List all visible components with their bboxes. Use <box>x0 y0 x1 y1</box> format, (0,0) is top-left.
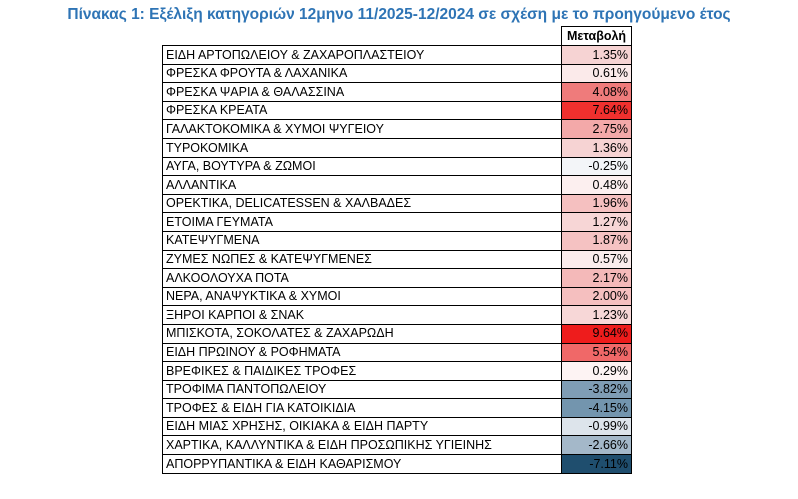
category-cell: ΑΛΛΑΝΤΙΚΑ <box>162 175 562 195</box>
category-cell: ΕΙΔΗ ΑΡΤΟΠΩΛΕΙΟΥ & ΖΑΧΑΡΟΠΛΑΣΤΕΙΟΥ <box>162 45 562 65</box>
category-cell: ΦΡΕΣΚΑ ΦΡΟΥΤΑ & ΛΑΧΑΝΙΚΑ <box>162 63 562 84</box>
change-cell: 2.17% <box>561 268 632 288</box>
change-cell: -3.82% <box>561 379 632 400</box>
change-cell: 0.48% <box>561 175 632 195</box>
change-cell: 0.57% <box>561 249 632 270</box>
change-cell: -2.66% <box>561 435 632 456</box>
table-row: ΦΡΕΣΚΑ ΚΡΕΑΤΑ 7.64% <box>162 100 632 121</box>
table-row: ΟΡΕΚΤΙΚΑ, DELICATESSEN & ΧΑΛΒΑΔΕΣ 1.96% <box>162 193 632 214</box>
change-cell: 4.08% <box>561 82 632 102</box>
table-row: ΖΥΜΕΣ ΝΩΠΕΣ & ΚΑΤΕΨΥΓΜΕΝΕΣ 0.57% <box>162 249 632 270</box>
change-cell: 2.75% <box>561 119 632 139</box>
table-row: ΒΡΕΦΙΚΕΣ & ΠΑΙΔΙΚΕΣ ΤΡΟΦΕΣ 0.29% <box>162 361 632 381</box>
category-cell: ΒΡΕΦΙΚΕΣ & ΠΑΙΔΙΚΕΣ ΤΡΟΦΕΣ <box>162 361 562 381</box>
table-row: ΓΑΛΑΚΤΟΚΟΜΙΚΑ & ΧΥΜΟΙ ΨΥΓΕΙΟΥ 2.75% <box>162 119 632 139</box>
category-cell: ΚΑΤΕΨΥΓΜΕΝΑ <box>162 230 562 251</box>
change-cell: -0.25% <box>561 156 632 177</box>
table-row: ΕΙΔΗ ΜΙΑΣ ΧΡΗΣΗΣ, ΟΙΚΙΑΚΑ & ΕΙΔΗ ΠΑΡΤΥ -0… <box>162 416 632 437</box>
table-row: ΑΛΛΑΝΤΙΚΑ 0.48% <box>162 175 632 195</box>
change-cell: 7.64% <box>561 100 632 121</box>
category-cell: ΓΑΛΑΚΤΟΚΟΜΙΚΑ & ΧΥΜΟΙ ΨΥΓΕΙΟΥ <box>162 119 562 139</box>
change-cell: 1.23% <box>561 305 632 325</box>
change-cell: 1.27% <box>561 212 632 232</box>
header-cell: Μεταβολή <box>561 26 632 46</box>
table-row: ΕΤΟΙΜΑ ΓΕΥΜΑΤΑ 1.27% <box>162 212 632 232</box>
table-row: ΕΙΔΗ ΠΡΩΙΝΟΥ & ΡΟΦΗΜΑΤΑ 5.54% <box>162 342 632 363</box>
table-row: ΕΙΔΗ ΑΡΤΟΠΩΛΕΙΟΥ & ΖΑΧΑΡΟΠΛΑΣΤΕΙΟΥ 1.35% <box>162 45 632 65</box>
table-row: ΝΕΡΑ, ΑΝΑΨΥΚΤΙΚΑ & ΧΥΜΟΙ 2.00% <box>162 286 632 307</box>
category-cell: ΕΙΔΗ ΜΙΑΣ ΧΡΗΣΗΣ, ΟΙΚΙΑΚΑ & ΕΙΔΗ ΠΑΡΤΥ <box>162 416 562 437</box>
category-cell: ΕΤΟΙΜΑ ΓΕΥΜΑΤΑ <box>162 212 562 232</box>
change-cell: 5.54% <box>561 342 632 363</box>
category-cell: ΑΥΓΑ, ΒΟΥΤΥΡΑ & ΖΩΜΟΙ <box>162 156 562 177</box>
table-row: ΑΛΚΟΟΛΟΥΧΑ ΠΟΤΑ 2.17% <box>162 268 632 288</box>
table: Μεταβολή ΕΙΔΗ ΑΡΤΟΠΩΛΕΙΟΥ & ΖΑΧΑΡΟΠΛΑΣΤΕ… <box>162 26 632 474</box>
change-cell: 2.00% <box>561 286 632 307</box>
category-cell: ΤΥΡΟΚΟΜΙΚΑ <box>162 137 562 158</box>
category-cell: ΞΗΡΟΙ ΚΑΡΠΟΙ & ΣΝΑΚ <box>162 305 562 325</box>
table-row: ΜΠΙΣΚΟΤΑ, ΣΟΚΟΛΑΤΕΣ & ΖΑΧΑΡΩΔΗ 9.64% <box>162 323 632 344</box>
change-cell: 1.96% <box>561 193 632 214</box>
category-cell: ΝΕΡΑ, ΑΝΑΨΥΚΤΙΚΑ & ΧΥΜΟΙ <box>162 286 562 307</box>
header-empty <box>162 26 562 46</box>
category-cell: ΑΠΟΡΡΥΠΑΝΤΙΚΑ & ΕΙΔΗ ΚΑΘΑΡΙΣΜΟΥ <box>162 454 562 474</box>
category-cell: ΤΡΟΦΙΜΑ ΠΑΝΤΟΠΩΛΕΙΟΥ <box>162 379 562 400</box>
table-body: ΕΙΔΗ ΑΡΤΟΠΩΛΕΙΟΥ & ΖΑΧΑΡΟΠΛΑΣΤΕΙΟΥ 1.35% Φ… <box>162 45 632 474</box>
category-cell: ΟΡΕΚΤΙΚΑ, DELICATESSEN & ΧΑΛΒΑΔΕΣ <box>162 193 562 214</box>
category-cell: ΜΠΙΣΚΟΤΑ, ΣΟΚΟΛΑΤΕΣ & ΖΑΧΑΡΩΔΗ <box>162 323 562 344</box>
category-cell: ΤΡΟΦΕΣ & ΕΙΔΗ ΓΙΑ ΚΑΤΟΙΚΙΔΙΑ <box>162 398 562 418</box>
header-row: Μεταβολή <box>162 26 632 46</box>
category-cell: ΑΛΚΟΟΛΟΥΧΑ ΠΟΤΑ <box>162 268 562 288</box>
change-cell: 9.64% <box>561 323 632 344</box>
change-cell: 0.61% <box>561 63 632 84</box>
table-row: ΞΗΡΟΙ ΚΑΡΠΟΙ & ΣΝΑΚ 1.23% <box>162 305 632 325</box>
change-cell: -7.11% <box>561 454 632 474</box>
table-row: ΤΡΟΦΙΜΑ ΠΑΝΤΟΠΩΛΕΙΟΥ -3.82% <box>162 379 632 400</box>
change-cell: 1.87% <box>561 230 632 251</box>
table-row: ΚΑΤΕΨΥΓΜΕΝΑ 1.87% <box>162 230 632 251</box>
category-cell: ΦΡΕΣΚΑ ΨΑΡΙΑ & ΘΑΛΑΣΣΙΝΑ <box>162 82 562 102</box>
change-cell: 1.35% <box>561 45 632 65</box>
change-cell: 1.36% <box>561 137 632 158</box>
table-row: ΤΥΡΟΚΟΜΙΚΑ 1.36% <box>162 137 632 158</box>
table-row: ΑΠΟΡΡΥΠΑΝΤΙΚΑ & ΕΙΔΗ ΚΑΘΑΡΙΣΜΟΥ -7.11% <box>162 454 632 474</box>
table-row: ΦΡΕΣΚΑ ΦΡΟΥΤΑ & ΛΑΧΑΝΙΚΑ 0.61% <box>162 63 632 84</box>
table-row: ΤΡΟΦΕΣ & ΕΙΔΗ ΓΙΑ ΚΑΤΟΙΚΙΔΙΑ -4.15% <box>162 398 632 418</box>
category-cell: ΖΥΜΕΣ ΝΩΠΕΣ & ΚΑΤΕΨΥΓΜΕΝΕΣ <box>162 249 562 270</box>
change-cell: 0.29% <box>561 361 632 381</box>
change-cell: -0.99% <box>561 416 632 437</box>
table-row: ΦΡΕΣΚΑ ΨΑΡΙΑ & ΘΑΛΑΣΣΙΝΑ 4.08% <box>162 82 632 102</box>
title: Πίνακας 1: Εξέλιξη κατηγοριών 12μηνο 11/… <box>67 6 731 23</box>
category-cell: ΧΑΡΤΙΚΑ, ΚΑΛΛΥΝΤΙΚΑ & ΕΙΔΗ ΠΡΟΣΩΠΙΚΗΣ ΥΓ… <box>162 435 562 456</box>
change-cell: -4.15% <box>561 398 632 418</box>
table-row: ΑΥΓΑ, ΒΟΥΤΥΡΑ & ΖΩΜΟΙ -0.25% <box>162 156 632 177</box>
category-cell: ΦΡΕΣΚΑ ΚΡΕΑΤΑ <box>162 100 562 121</box>
category-cell: ΕΙΔΗ ΠΡΩΙΝΟΥ & ΡΟΦΗΜΑΤΑ <box>162 342 562 363</box>
table-row: ΧΑΡΤΙΚΑ, ΚΑΛΛΥΝΤΙΚΑ & ΕΙΔΗ ΠΡΟΣΩΠΙΚΗΣ ΥΓ… <box>162 435 632 456</box>
